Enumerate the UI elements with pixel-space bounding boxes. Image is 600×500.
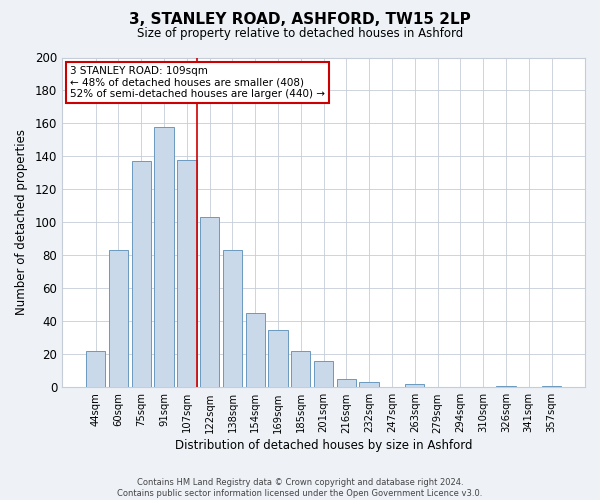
Text: Size of property relative to detached houses in Ashford: Size of property relative to detached ho… [137, 28, 463, 40]
Bar [131, 162, 151, 388]
Bar [337, 379, 356, 388]
Bar [268, 330, 287, 388]
Bar [496, 386, 515, 388]
X-axis label: Distribution of detached houses by size in Ashford: Distribution of detached houses by size … [175, 440, 472, 452]
Bar [405, 384, 424, 388]
Bar [223, 250, 242, 388]
Text: Contains HM Land Registry data © Crown copyright and database right 2024.
Contai: Contains HM Land Registry data © Crown c… [118, 478, 482, 498]
Bar [200, 218, 219, 388]
Bar [177, 160, 197, 388]
Bar [109, 250, 128, 388]
Y-axis label: Number of detached properties: Number of detached properties [15, 130, 28, 316]
Text: 3, STANLEY ROAD, ASHFORD, TW15 2LP: 3, STANLEY ROAD, ASHFORD, TW15 2LP [129, 12, 471, 28]
Text: 3 STANLEY ROAD: 109sqm
← 48% of detached houses are smaller (408)
52% of semi-de: 3 STANLEY ROAD: 109sqm ← 48% of detached… [70, 66, 325, 99]
Bar [359, 382, 379, 388]
Bar [291, 351, 310, 388]
Bar [542, 386, 561, 388]
Bar [86, 351, 106, 388]
Bar [314, 361, 333, 388]
Bar [245, 313, 265, 388]
Bar [154, 127, 174, 388]
